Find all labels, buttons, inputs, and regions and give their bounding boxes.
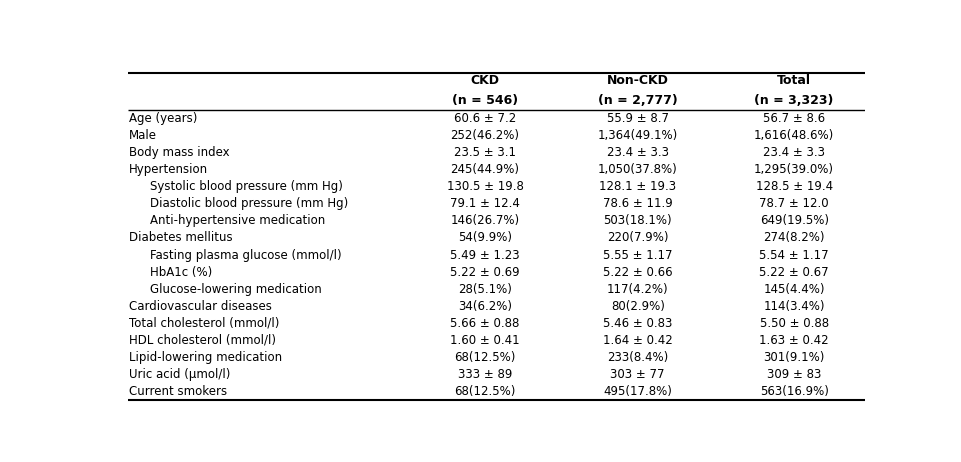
Text: 5.46 ± 0.83: 5.46 ± 0.83: [604, 317, 673, 330]
Text: 146(26.7%): 146(26.7%): [451, 214, 520, 227]
Text: 54(9.9%): 54(9.9%): [458, 231, 512, 244]
Text: Hypertension: Hypertension: [129, 163, 209, 176]
Text: 23.4 ± 3.3: 23.4 ± 3.3: [606, 146, 669, 159]
Text: 5.66 ± 0.88: 5.66 ± 0.88: [451, 317, 520, 330]
Text: 303 ± 77: 303 ± 77: [610, 368, 665, 381]
Text: Glucose-lowering medication: Glucose-lowering medication: [150, 283, 322, 296]
Text: 128.1 ± 19.3: 128.1 ± 19.3: [599, 180, 677, 193]
Text: 78.7 ± 12.0: 78.7 ± 12.0: [759, 197, 829, 210]
Text: 68(12.5%): 68(12.5%): [455, 351, 516, 364]
Text: 1.60 ± 0.41: 1.60 ± 0.41: [451, 334, 520, 347]
Text: 5.55 ± 1.17: 5.55 ± 1.17: [603, 249, 673, 261]
Text: (n = 2,777): (n = 2,777): [598, 94, 678, 107]
Text: 34(6.2%): 34(6.2%): [458, 300, 512, 313]
Text: HbA1c (%): HbA1c (%): [150, 266, 212, 279]
Text: 56.7 ± 8.6: 56.7 ± 8.6: [763, 112, 825, 125]
Text: 252(46.2%): 252(46.2%): [451, 129, 520, 142]
Text: 5.22 ± 0.67: 5.22 ± 0.67: [759, 266, 829, 279]
Text: 5.50 ± 0.88: 5.50 ± 0.88: [759, 317, 828, 330]
Text: 23.4 ± 3.3: 23.4 ± 3.3: [763, 146, 825, 159]
Text: Anti-hypertensive medication: Anti-hypertensive medication: [150, 214, 325, 227]
Text: 649(19.5%): 649(19.5%): [759, 214, 828, 227]
Text: Body mass index: Body mass index: [129, 146, 230, 159]
Text: Cardiovascular diseases: Cardiovascular diseases: [129, 300, 272, 313]
Text: 5.22 ± 0.69: 5.22 ± 0.69: [451, 266, 520, 279]
Text: 114(3.4%): 114(3.4%): [763, 300, 825, 313]
Text: CKD: CKD: [471, 73, 500, 86]
Text: 220(7.9%): 220(7.9%): [607, 231, 669, 244]
Text: 117(4.2%): 117(4.2%): [607, 283, 669, 296]
Text: 563(16.9%): 563(16.9%): [760, 385, 828, 398]
Text: Age (years): Age (years): [129, 112, 197, 125]
Text: Diabetes mellitus: Diabetes mellitus: [129, 231, 233, 244]
Text: Total: Total: [777, 73, 811, 86]
Text: Current smokers: Current smokers: [129, 385, 227, 398]
Text: 23.5 ± 3.1: 23.5 ± 3.1: [454, 146, 516, 159]
Text: 5.49 ± 1.23: 5.49 ± 1.23: [451, 249, 520, 261]
Text: (n = 546): (n = 546): [452, 94, 518, 107]
Text: 1.64 ± 0.42: 1.64 ± 0.42: [603, 334, 673, 347]
Text: Lipid-lowering medication: Lipid-lowering medication: [129, 351, 283, 364]
Text: 78.6 ± 11.9: 78.6 ± 11.9: [603, 197, 673, 210]
Text: Non-CKD: Non-CKD: [606, 73, 669, 86]
Text: Systolic blood pressure (mm Hg): Systolic blood pressure (mm Hg): [150, 180, 343, 193]
Text: 130.5 ± 19.8: 130.5 ± 19.8: [447, 180, 524, 193]
Text: 1,364(49.1%): 1,364(49.1%): [598, 129, 678, 142]
Text: 79.1 ± 12.4: 79.1 ± 12.4: [450, 197, 520, 210]
Text: 5.22 ± 0.66: 5.22 ± 0.66: [603, 266, 673, 279]
Text: 55.9 ± 8.7: 55.9 ± 8.7: [606, 112, 669, 125]
Text: Uric acid (μmol/l): Uric acid (μmol/l): [129, 368, 231, 381]
Text: Fasting plasma glucose (mmol/l): Fasting plasma glucose (mmol/l): [150, 249, 341, 261]
Text: 274(8.2%): 274(8.2%): [763, 231, 825, 244]
Text: Diastolic blood pressure (mm Hg): Diastolic blood pressure (mm Hg): [150, 197, 348, 210]
Text: HDL cholesterol (mmol/l): HDL cholesterol (mmol/l): [129, 334, 276, 347]
Text: 80(2.9%): 80(2.9%): [611, 300, 665, 313]
Text: (n = 3,323): (n = 3,323): [754, 94, 834, 107]
Text: 5.54 ± 1.17: 5.54 ± 1.17: [759, 249, 829, 261]
Text: 495(17.8%): 495(17.8%): [604, 385, 672, 398]
Text: 333 ± 89: 333 ± 89: [457, 368, 512, 381]
Text: 145(4.4%): 145(4.4%): [763, 283, 825, 296]
Text: 68(12.5%): 68(12.5%): [455, 385, 516, 398]
Text: 245(44.9%): 245(44.9%): [451, 163, 520, 176]
Text: 60.6 ± 7.2: 60.6 ± 7.2: [454, 112, 516, 125]
Text: Total cholesterol (mmol/l): Total cholesterol (mmol/l): [129, 317, 280, 330]
Text: 1,616(48.6%): 1,616(48.6%): [754, 129, 834, 142]
Text: 503(18.1%): 503(18.1%): [604, 214, 672, 227]
Text: 233(8.4%): 233(8.4%): [607, 351, 668, 364]
Text: 1.63 ± 0.42: 1.63 ± 0.42: [759, 334, 829, 347]
Text: 301(9.1%): 301(9.1%): [763, 351, 825, 364]
Text: Male: Male: [129, 129, 157, 142]
Text: 309 ± 83: 309 ± 83: [767, 368, 822, 381]
Text: 28(5.1%): 28(5.1%): [458, 283, 512, 296]
Text: 1,050(37.8%): 1,050(37.8%): [598, 163, 678, 176]
Text: 1,295(39.0%): 1,295(39.0%): [754, 163, 834, 176]
Text: 128.5 ± 19.4: 128.5 ± 19.4: [755, 180, 833, 193]
